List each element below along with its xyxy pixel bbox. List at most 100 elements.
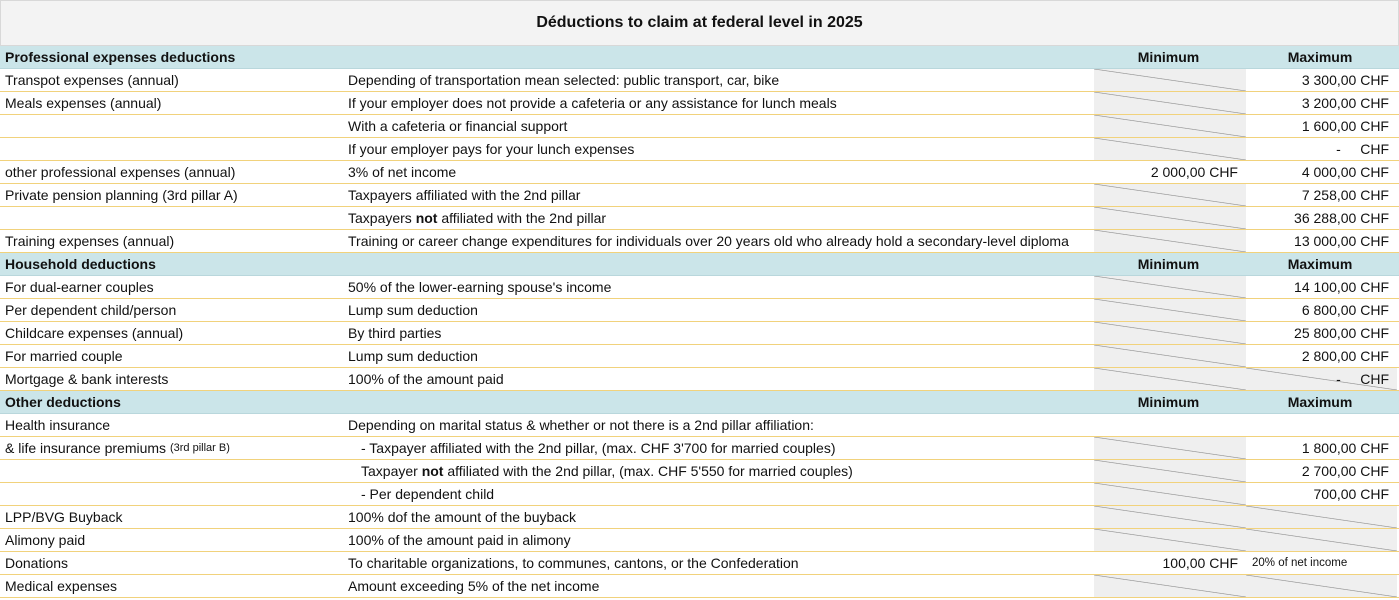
min-cell <box>1094 368 1246 390</box>
section-title: Other deductions <box>5 394 121 410</box>
description-text: If your employer does not provide a cafe… <box>348 95 837 111</box>
table-row: If your employer pays for your lunch exp… <box>0 138 1399 161</box>
cell <box>343 391 1094 413</box>
description-text: By third parties <box>348 325 442 341</box>
description-text: Depending on marital status & whether or… <box>348 417 814 433</box>
max-value: 13 000,00 CHF <box>1294 233 1389 249</box>
max-cell: - CHF <box>1246 138 1397 160</box>
min-cell <box>1094 483 1246 505</box>
description-cell: Depending on marital status & whether or… <box>343 414 1094 436</box>
max-value: 36 288,00 CHF <box>1294 210 1389 226</box>
max-cell: 36 288,00 CHF <box>1246 207 1397 229</box>
label-note: (3rd pillar B) <box>169 442 230 454</box>
max-cell <box>1246 575 1397 597</box>
max-cell: 13 000,00 CHF <box>1246 230 1397 252</box>
description-text: - Per dependent child <box>361 486 495 502</box>
max-value: - CHF <box>1336 371 1389 387</box>
max-cell: 2 700,00 CHF <box>1246 460 1397 482</box>
row-label: Mortgage & bank interests <box>5 371 169 387</box>
description-cell: 100% of the amount paid in alimony <box>343 529 1094 551</box>
row-label: Training expenses (annual) <box>5 233 175 249</box>
label-cell: Childcare expenses (annual) <box>0 322 343 344</box>
description-text: To charitable organizations, to communes… <box>348 555 799 571</box>
description-text: Taxpayer <box>361 463 422 479</box>
description-cell: By third parties <box>343 322 1094 344</box>
max-value: 700,00 CHF <box>1313 486 1389 502</box>
min-cell <box>1094 276 1246 298</box>
description-cell: Training or career change expenditures f… <box>343 230 1094 252</box>
max-cell <box>1246 506 1397 528</box>
label-cell: LPP/BVG Buyback <box>0 506 343 528</box>
max-value: 7 258,00 CHF <box>1301 187 1389 203</box>
table-row: With a cafeteria or financial support 1 6… <box>0 115 1399 138</box>
min-cell <box>1094 414 1246 436</box>
max-cell: 25 800,00 CHF <box>1246 322 1397 344</box>
row-label: Donations <box>5 555 69 571</box>
label-cell <box>0 207 343 229</box>
description-cell: Amount exceeding 5% of the net income <box>343 575 1094 597</box>
max-cell: 14 100,00 CHF <box>1246 276 1397 298</box>
min-cell <box>1094 138 1246 160</box>
max-cell: 2 800,00 CHF <box>1246 345 1397 367</box>
max-cell: 1 600,00 CHF <box>1246 115 1397 137</box>
max-value: 14 100,00 CHF <box>1294 279 1389 295</box>
label-cell: Donations <box>0 552 343 574</box>
description-text: Training or career change expenditures f… <box>348 233 1069 249</box>
description-text: 50% of the lower-earning spouse's income <box>348 279 612 295</box>
section-title: Professional expenses deductions <box>5 49 236 65</box>
row-label: Per dependent child/person <box>5 302 177 318</box>
min-cell <box>1094 115 1246 137</box>
max-value: 4 000,00 CHF <box>1301 164 1389 180</box>
label-cell: Medical expenses <box>0 575 343 597</box>
description-text: not <box>421 463 444 479</box>
label-cell: Alimony paid <box>0 529 343 551</box>
description-text: 3% of net income <box>348 164 457 180</box>
table-row: Mortgage & bank interests 100% of the amo… <box>0 368 1399 391</box>
label-cell: Transpot expenses (annual) <box>0 69 343 91</box>
label-cell: Training expenses (annual) <box>0 230 343 252</box>
description-text: Lump sum deduction <box>348 302 478 318</box>
table-row: other professional expenses (annual) 3% o… <box>0 161 1399 184</box>
table-row: Per dependent child/person Lump sum deduc… <box>0 299 1399 322</box>
max-cell: 700,00 CHF <box>1246 483 1397 505</box>
table-row: - Per dependent child 700,00 CHF <box>0 483 1399 506</box>
description-text: Depending of transportation mean selecte… <box>348 72 780 88</box>
label-cell: Meals expenses (annual) <box>0 92 343 114</box>
label-cell: & life insurance premiums (3rd pillar B) <box>0 437 343 459</box>
max-cell <box>1246 529 1397 551</box>
row-label: & life insurance premiums <box>5 440 170 456</box>
table-row: & life insurance premiums (3rd pillar B)… <box>0 437 1399 460</box>
cell <box>343 253 1094 275</box>
description-cell: - Taxpayer affiliated with the 2nd pilla… <box>343 437 1094 459</box>
max-cell: 7 258,00 CHF <box>1246 184 1397 206</box>
row-label: Private pension planning (3rd pillar A) <box>5 187 238 203</box>
max-value: 25 800,00 CHF <box>1294 325 1389 341</box>
min-cell <box>1094 575 1246 597</box>
description-cell: - Per dependent child <box>343 483 1094 505</box>
description-text: Taxpayers affiliated with the 2nd pillar <box>348 187 581 203</box>
max-header: Maximum <box>1287 49 1353 65</box>
label-cell: For dual-earner couples <box>0 276 343 298</box>
max-cell: 6 800,00 CHF <box>1246 299 1397 321</box>
table-row: For married couple Lump sum deduction 2 80… <box>0 345 1399 368</box>
description-cell: Depending of transportation mean selecte… <box>343 69 1094 91</box>
row-label: For married couple <box>5 348 123 364</box>
row-label: Alimony paid <box>5 532 86 548</box>
row-label: For dual-earner couples <box>5 279 154 295</box>
max-header: Maximum <box>1287 256 1353 272</box>
description-text: 100% of the amount paid in alimony <box>348 532 571 548</box>
table-row: Medical expenses Amount exceeding 5% of t… <box>0 575 1399 598</box>
label-cell <box>0 138 343 160</box>
row-label: Medical expenses <box>5 578 118 594</box>
description-cell: 100% of the amount paid <box>343 368 1094 390</box>
min-cell <box>1094 437 1246 459</box>
table-row: For dual-earner couples 50% of the lower-… <box>0 276 1399 299</box>
table-row: Training expenses (annual) Training or ca… <box>0 230 1399 253</box>
label-cell: Health insurance <box>0 414 343 436</box>
max-value: 6 800,00 CHF <box>1301 302 1389 318</box>
label-cell <box>0 460 343 482</box>
max-value: 3 300,00 CHF <box>1301 72 1389 88</box>
label-cell: Private pension planning (3rd pillar A) <box>0 184 343 206</box>
min-header: Minimum <box>1137 256 1200 272</box>
